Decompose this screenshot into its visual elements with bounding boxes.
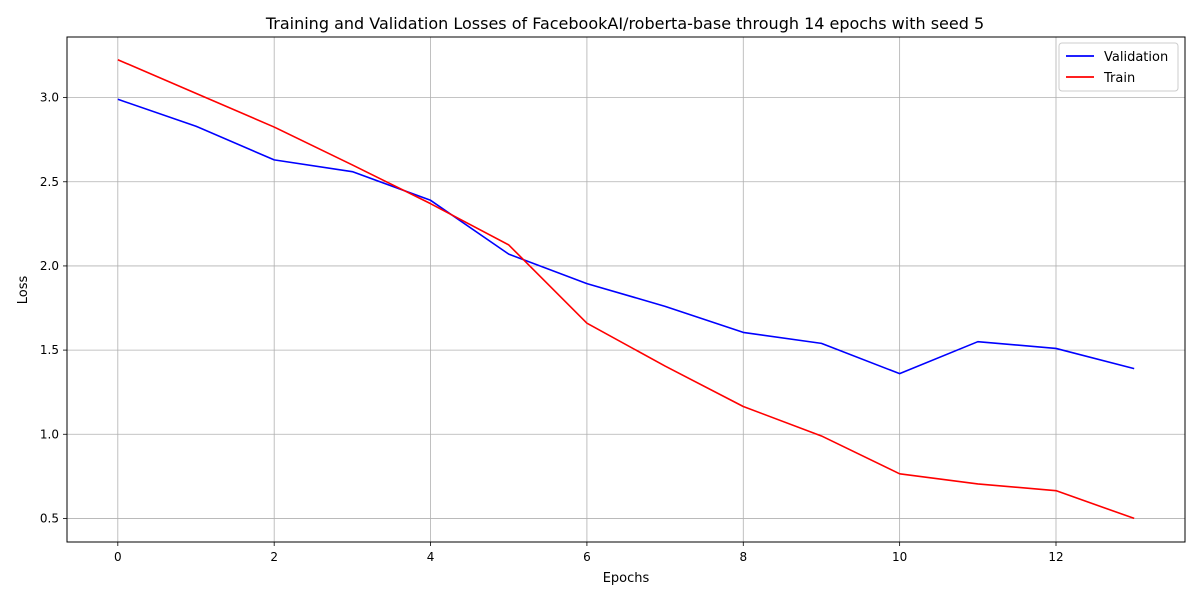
x-tick-label: 8: [739, 550, 747, 564]
series-lines: [117, 58, 1135, 520]
x-tick-label: 2: [270, 550, 278, 564]
x-axis-label: Epochs: [603, 571, 650, 586]
x-tick-label: 6: [583, 550, 591, 564]
y-tick-label: 3.0: [40, 91, 59, 105]
y-axis-ticks: 0.5 1.0 1.5 2.0 2.5 3.0: [40, 91, 67, 525]
y-tick-label: 1.0: [40, 427, 59, 441]
chart-title: Training and Validation Losses of Facebo…: [265, 14, 984, 33]
x-tick-label: 10: [892, 550, 907, 564]
plot-frame: [66, 36, 1186, 543]
legend-label-train: Train: [1103, 71, 1135, 86]
series-line-train: [117, 58, 1135, 520]
y-tick-label: 2.0: [40, 259, 59, 273]
x-tick-label: 0: [114, 550, 122, 564]
x-tick-label: 4: [427, 550, 435, 564]
y-tick-label: 2.5: [40, 175, 59, 189]
x-tick-label: 12: [1048, 550, 1063, 564]
series-line-validation: [117, 98, 1135, 375]
legend-label-validation: Validation: [1104, 50, 1168, 65]
grid-lines: [67, 37, 1185, 542]
legend: Validation Train: [1058, 42, 1179, 92]
x-axis-ticks: 0 2 4 6 8 10 12: [114, 542, 1064, 564]
y-tick-label: 0.5: [40, 511, 59, 525]
legend-box: [1058, 42, 1179, 92]
y-tick-label: 1.5: [40, 343, 59, 357]
y-axis-label: Loss: [16, 276, 31, 305]
